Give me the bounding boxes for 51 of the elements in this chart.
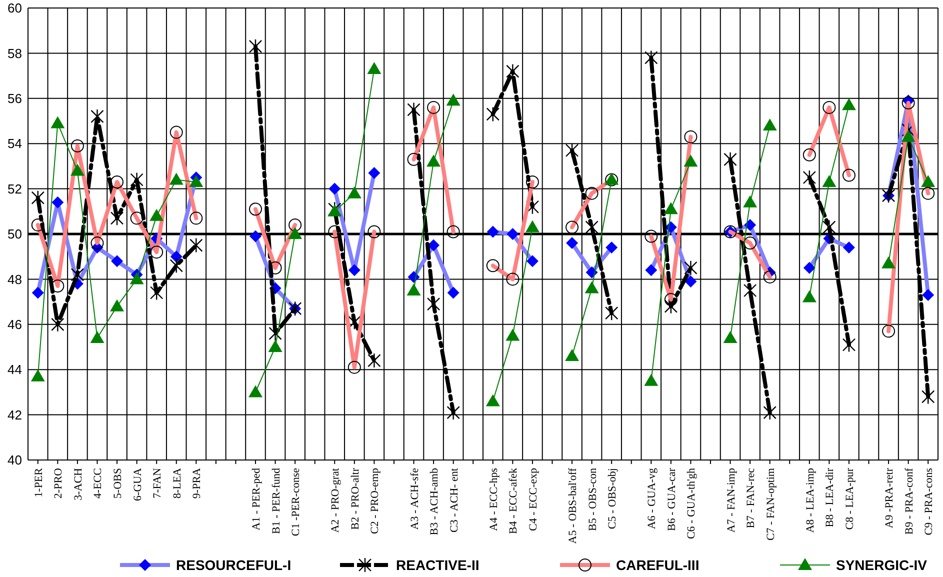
legend-label: CAREFUL-III	[616, 556, 700, 573]
x-tick-label: 5-OBS	[112, 468, 124, 499]
x-tick-label: B4 - ECC-afek	[508, 468, 520, 534]
x-tick-label: C9 - PRA-cons	[923, 468, 936, 536]
x-tick-label: C7 - FAN-optim	[764, 468, 777, 541]
x-tick-label: C6 - GUA-th'gh	[686, 468, 698, 540]
x-tick-label: C1 -PER-conse	[290, 468, 302, 536]
y-tick-label: 48	[8, 272, 22, 287]
y-tick-label: 54	[8, 136, 22, 152]
y-tick-label: 58	[8, 46, 22, 61]
x-tick-label: B8 - LEA-dir	[824, 468, 836, 528]
x-tick-label: B1 - PER-fund	[270, 468, 282, 534]
x-tick-label: B9 - PRA-conf	[903, 468, 916, 535]
x-tick-label: A1 - PER-ped	[250, 468, 262, 530]
x-tick-label: B2 - PRO-altr	[349, 468, 362, 530]
x-tick-label: A7 - FAN-imp	[725, 468, 738, 533]
x-tick-label: A4 - ECC-hps	[488, 468, 500, 531]
x-tick-label: C5 - OBS-obj	[606, 468, 619, 530]
x-tick-label: A6 - GUA-vg	[646, 468, 658, 530]
x-tick-label: B6 - GUA-car	[666, 468, 678, 531]
x-tick-label: C3 - ACH- ent	[448, 468, 460, 532]
x-tick-label: B7 - FAN-rec	[745, 468, 758, 528]
x-tick-label: 2-PRO	[52, 468, 65, 499]
x-tick-label: 3-ACH	[72, 468, 84, 500]
legend-label: SYNERGIC-IV	[836, 556, 928, 573]
x-tick-label: B3 - ACH-amb	[428, 468, 441, 536]
x-tick-label: C4 - ECC-exp	[527, 468, 540, 531]
y-tick-label: 42	[8, 407, 22, 422]
x-tick-label: A5 - OBS-bal'off	[567, 468, 580, 544]
x-tick-label: A3 - ACH-sfe	[408, 468, 421, 530]
y-tick-label: 56	[8, 90, 22, 106]
x-tick-label: A2 - PRO-grat	[330, 468, 342, 533]
x-tick-label: 7-FAN	[152, 468, 164, 498]
y-tick-label: 40	[8, 452, 22, 468]
x-tick-label: A9 -PRA-retr	[884, 468, 896, 528]
x-tick-label: C2 - PRO-emp	[369, 468, 382, 534]
x-tick-label: B5 - OBS-con	[586, 468, 599, 531]
x-tick-label: 6-GUA	[132, 468, 144, 501]
y-tick-label: 52	[8, 181, 22, 196]
legend-label: RESOURCEFUL-I	[176, 556, 292, 573]
x-tick-label: A8 - LEA-imp	[804, 468, 816, 533]
x-tick-label: C8 - LEA-pur	[844, 468, 856, 530]
y-tick-label: 60	[8, 0, 22, 16]
x-tick-label: 9-PRA	[191, 468, 204, 499]
legend-label: REACTIVE-II	[396, 556, 480, 573]
y-tick-label: 46	[8, 316, 22, 332]
y-tick-label: 50	[8, 226, 22, 242]
x-tick-label: 4-ECC	[92, 468, 104, 499]
x-tick-label: 8-LEA	[171, 468, 184, 499]
x-tick-label: 1-PER	[32, 467, 45, 498]
y-tick-label: 44	[8, 362, 22, 378]
